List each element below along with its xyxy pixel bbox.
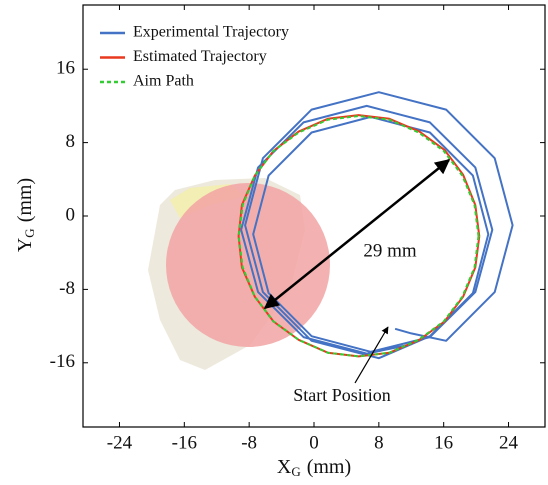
x-label-unit: (mm) [307,456,351,478]
x-tick-label: -8 [241,432,257,453]
y-label-unit: (mm) [14,178,36,222]
y-label-subscript: G [22,228,37,237]
annotations: 29 mm Start Position [263,159,451,405]
plot-frame [82,4,546,428]
start-label: Start Position [293,385,391,405]
x-tick-label: -24 [107,432,133,453]
diameter-arrow [263,159,451,309]
legend-label: Estimated Trajectory [133,48,267,65]
y-label-symbol: Y [14,238,36,252]
y-tick-label: 16 [56,58,75,79]
y-tick-label: -16 [50,351,75,372]
x-axis-label: XG (mm) [277,456,351,479]
start-arrow [354,326,389,384]
legend-label: Experimental Trajectory [133,24,289,41]
x-label-subscript: G [291,464,300,479]
legend: Experimental Trajectory Estimated Traject… [100,24,289,90]
x-tick-label: -16 [172,432,197,453]
y-tick-label: 0 [66,204,76,225]
legend-label: Aim Path [133,73,194,90]
x-tick-label: 8 [374,432,384,453]
series-line [237,114,481,358]
y-tick-label: 8 [66,131,76,152]
diameter-label: 29 mm [363,240,417,261]
x-tick-label: 16 [434,432,453,453]
x-label-symbol: X [277,456,292,478]
y-tick-label: -8 [59,278,75,299]
y-axis-label: YG (mm) [14,178,37,252]
x-tick-label: 0 [309,432,319,453]
x-tick-label: 24 [499,432,519,453]
